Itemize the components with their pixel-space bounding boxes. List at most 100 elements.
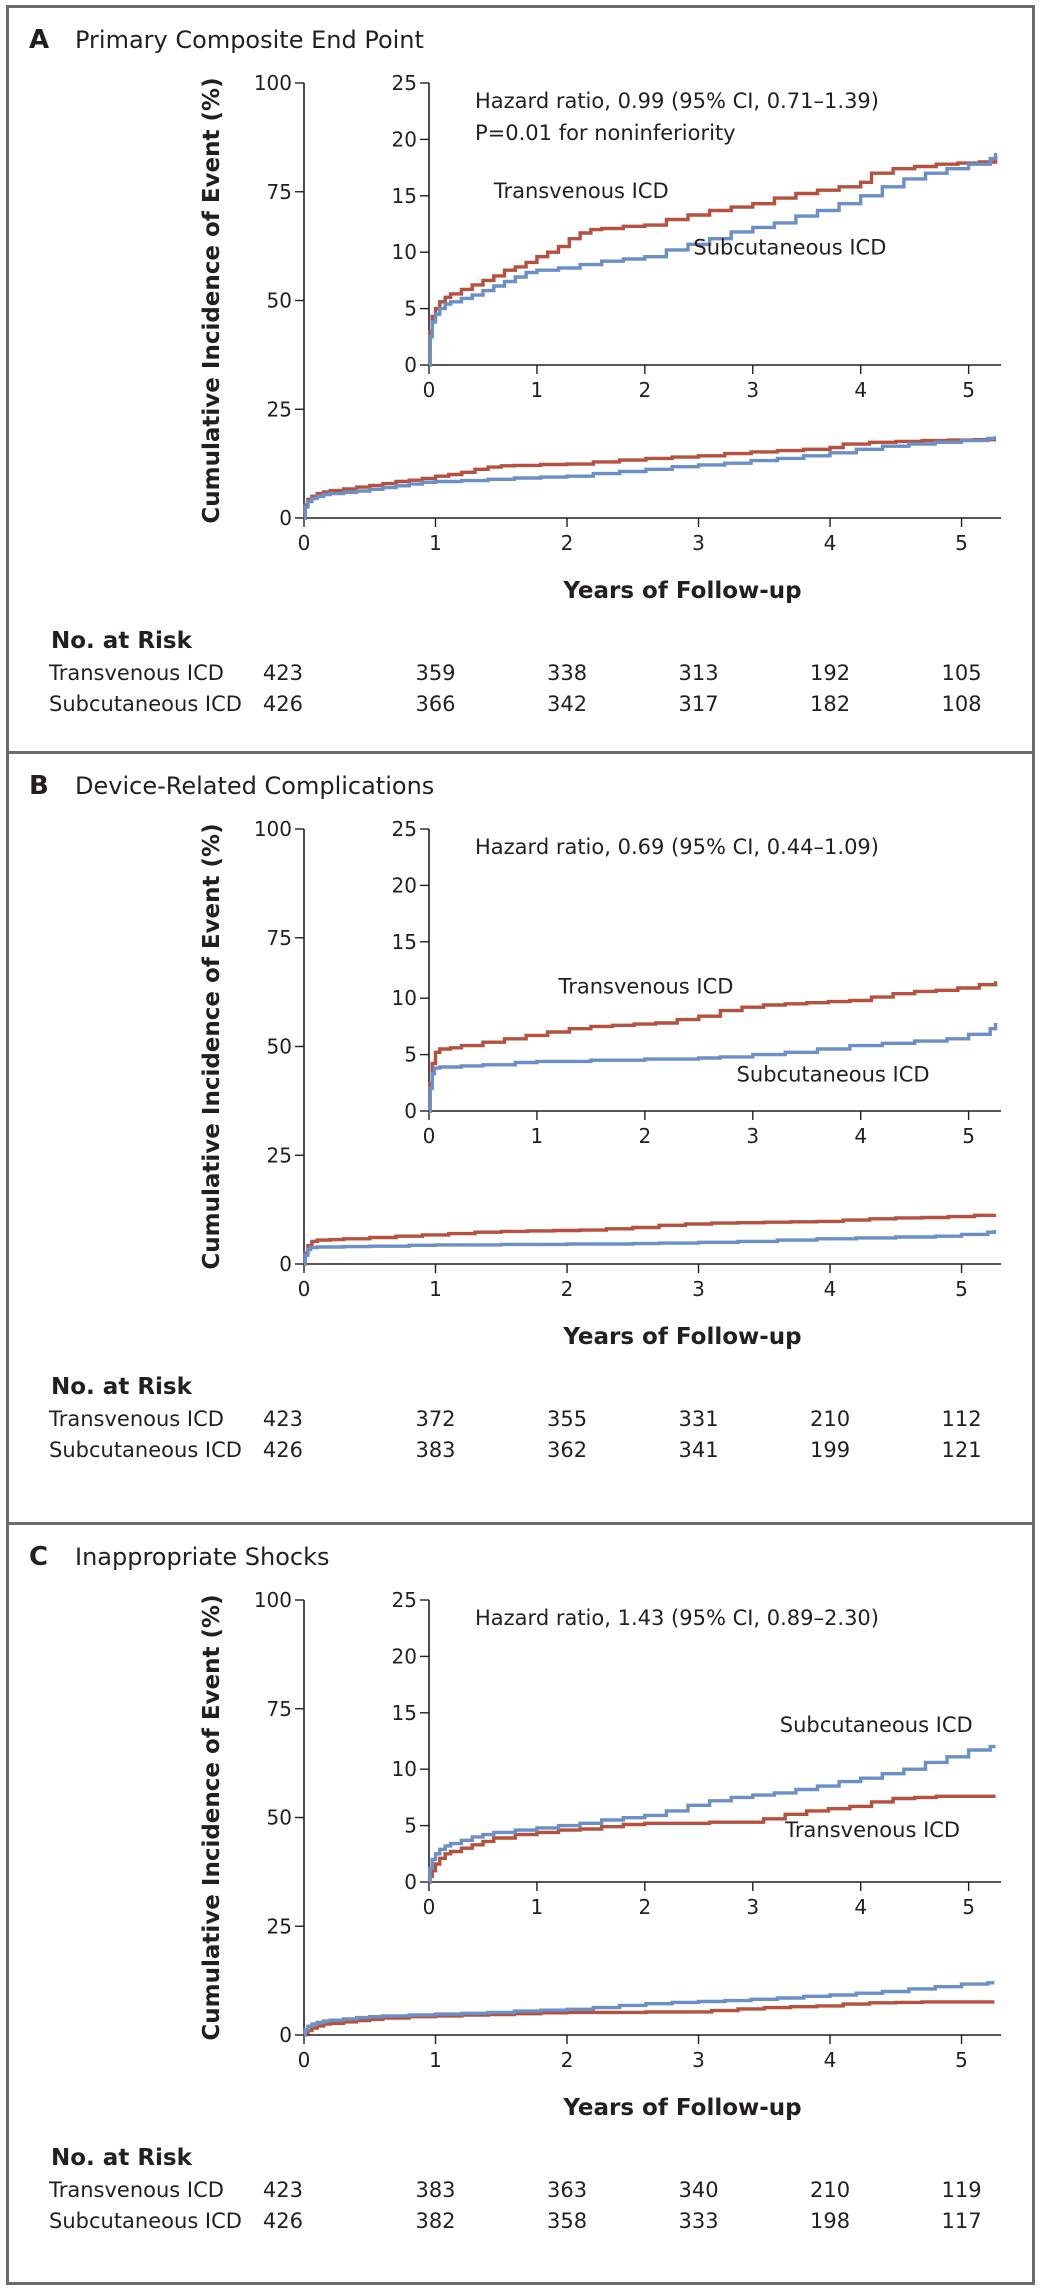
inset-y-tick-label: 5 [404, 1814, 417, 1838]
main-x-tick-label: 3 [692, 531, 705, 555]
series-label-transvenous: Transvenous ICD [493, 179, 669, 203]
main-y-tick-label: 50 [267, 1035, 292, 1059]
inset-x-tick-label: 5 [962, 378, 975, 402]
series-label-subcutaneous: Subcutaneous ICD [737, 1063, 930, 1087]
risk-value: 112 [942, 1407, 982, 1431]
risk-value: 366 [415, 692, 455, 716]
main-y-tick-label: 100 [254, 1588, 292, 1612]
risk-header: No. at Risk [51, 628, 193, 654]
inset-x-tick-label: 3 [746, 1124, 759, 1148]
main-y-tick-label: 75 [267, 926, 292, 950]
main-y-tick-label: 0 [279, 1252, 292, 1276]
risk-value: 198 [810, 2209, 850, 2233]
main-series-transvenous [304, 438, 994, 519]
panel-letter: C [29, 1542, 48, 1572]
risk-value: 423 [263, 1407, 303, 1431]
main-x-tick-label: 4 [824, 531, 837, 555]
risk-value: 331 [678, 1407, 718, 1431]
risk-value: 333 [678, 2209, 718, 2233]
risk-value: 317 [678, 692, 718, 716]
main-y-tick-label: 100 [254, 817, 292, 841]
hazard-ratio-annotation: Hazard ratio, 1.43 (95% CI, 0.89–2.30) [475, 1606, 879, 1630]
inset-x-tick-label: 3 [746, 1895, 759, 1919]
inset-x-tick-label: 2 [638, 1124, 651, 1148]
risk-value: 210 [810, 2178, 850, 2202]
risk-value: 117 [942, 2209, 982, 2233]
y-axis-title: Cumulative Incidence of Event (%) [199, 77, 225, 523]
main-x-tick-label: 1 [429, 2048, 442, 2072]
risk-value: 341 [678, 1438, 718, 1462]
main-y-tick-label: 75 [267, 1697, 292, 1721]
main-x-tick-label: 1 [429, 531, 442, 555]
inset-x-tick-label: 1 [531, 1895, 544, 1919]
main-y-tick-label: 25 [267, 397, 292, 421]
risk-value: 355 [547, 1407, 587, 1431]
inset-series-transvenous [429, 981, 996, 1111]
risk-value: 358 [547, 2209, 587, 2233]
main-x-tick-label: 4 [824, 1277, 837, 1301]
inset-x-tick-label: 4 [854, 378, 867, 402]
series-label-transvenous: Transvenous ICD [784, 1818, 960, 1842]
risk-value: 383 [415, 2178, 455, 2202]
risk-value: 426 [263, 692, 303, 716]
inset-y-tick-label: 20 [392, 1644, 417, 1668]
main-x-tick-label: 1 [429, 1277, 442, 1301]
panel-title: Inappropriate Shocks [75, 1543, 330, 1571]
inset-y-tick-label: 25 [392, 71, 417, 95]
inset-x-tick-label: 4 [854, 1895, 867, 1919]
panel-a: A Primary Composite End Point 0 25 50 75 100 0 1… [6, 5, 1035, 754]
risk-value: 383 [415, 1438, 455, 1462]
risk-header: No. at Risk [51, 1374, 193, 1400]
inset-y-tick-label: 0 [404, 1870, 417, 1894]
panel-title: Device-Related Complications [75, 772, 434, 800]
risk-value: 108 [942, 692, 982, 716]
risk-row-label: Transvenous ICD [48, 2178, 224, 2202]
risk-value: 182 [810, 692, 850, 716]
x-axis-title: Years of Follow-up [562, 2095, 801, 2121]
hazard-ratio-annotation: Hazard ratio, 0.99 (95% CI, 0.71–1.39) [475, 89, 879, 113]
main-x-tick-label: 5 [955, 531, 968, 555]
main-y-tick-label: 50 [267, 289, 292, 313]
risk-header: No. at Risk [51, 2145, 193, 2171]
risk-value: 382 [415, 2209, 455, 2233]
inset-series-subcutaneous [429, 1747, 996, 1882]
inset-y-tick-label: 15 [392, 184, 417, 208]
main-x-tick-label: 3 [692, 1277, 705, 1301]
main-y-tick-label: 25 [267, 1143, 292, 1167]
main-y-tick-label: 75 [267, 180, 292, 204]
main-x-tick-label: 5 [955, 2048, 968, 2072]
panel-c: C Inappropriate Shocks 0 25 50 75 100 0 1 2 3 4 5 Yea… [6, 1522, 1035, 2285]
inset-x-tick-label: 5 [962, 1895, 975, 1919]
inset-y-tick-label: 15 [392, 930, 417, 954]
risk-value: 426 [263, 2209, 303, 2233]
inset-y-tick-label: 10 [392, 240, 417, 264]
risk-value: 340 [678, 2178, 718, 2202]
risk-value: 359 [415, 661, 455, 685]
risk-value: 423 [263, 2178, 303, 2202]
risk-row-label: Transvenous ICD [48, 661, 224, 685]
panel-letter: A [29, 25, 49, 55]
inset-y-tick-label: 5 [404, 297, 417, 321]
risk-value: 423 [263, 661, 303, 685]
main-x-tick-label: 2 [561, 2048, 574, 2072]
x-axis-title: Years of Follow-up [562, 578, 801, 604]
main-y-tick-label: 50 [267, 1806, 292, 1830]
main-x-tick-label: 0 [298, 531, 311, 555]
x-axis-title: Years of Follow-up [562, 1324, 801, 1350]
risk-value: 426 [263, 1438, 303, 1462]
main-series-subcutaneous [304, 436, 994, 518]
risk-value: 362 [547, 1438, 587, 1462]
inset-y-tick-label: 20 [392, 127, 417, 151]
inset-x-tick-label: 2 [638, 1895, 651, 1919]
inset-x-tick-label: 2 [638, 378, 651, 402]
risk-value: 313 [678, 661, 718, 685]
risk-row-label: Subcutaneous ICD [49, 692, 242, 716]
main-y-tick-label: 0 [279, 506, 292, 530]
inset-y-tick-label: 25 [392, 817, 417, 841]
inset-x-tick-label: 3 [746, 378, 759, 402]
hazard-ratio-annotation: Hazard ratio, 0.69 (95% CI, 0.44–1.09) [475, 835, 879, 859]
main-series-subcutaneous [304, 1983, 994, 2035]
inset-y-tick-label: 5 [404, 1043, 417, 1067]
risk-row-label: Transvenous ICD [48, 1407, 224, 1431]
